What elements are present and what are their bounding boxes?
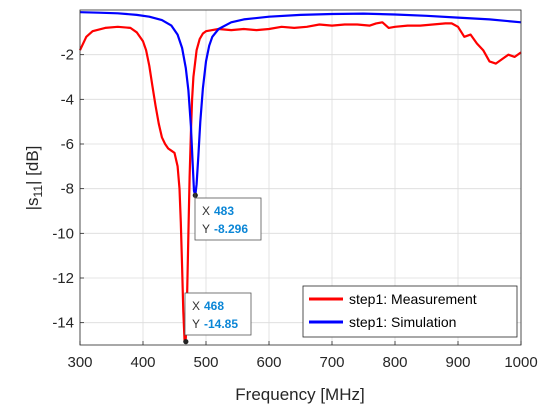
series-line-measurement	[79, 21, 522, 343]
datatip-measurement-y-value: -14.85	[204, 317, 238, 331]
datatip-simulation-box	[194, 197, 262, 241]
legend-box	[302, 285, 518, 338]
x-tick-label: 700	[319, 354, 344, 371]
datatip-marker	[183, 339, 189, 345]
y-tick-label: -6	[61, 136, 74, 153]
y-tick-label: -10	[52, 225, 74, 242]
datatip-measurement-y-key: Y	[192, 317, 200, 331]
y-axis-label-subscript: 11	[31, 185, 45, 198]
x-tick-label: 1000	[504, 354, 537, 371]
x-tick-label: 800	[382, 354, 407, 371]
y-axis-label-prefix: |s	[23, 197, 42, 210]
y-axis-label-suffix: | [dB]	[23, 146, 42, 185]
datatip-simulation-y-key: Y	[202, 222, 210, 236]
x-tick-label: 900	[445, 354, 470, 371]
datatip-measurement-box	[184, 292, 252, 336]
datatip-simulation-x-key: X	[202, 204, 210, 218]
y-tick-label: -4	[61, 91, 74, 108]
datatip-simulation-y-value: -8.296	[214, 222, 248, 236]
series-line-simulation	[79, 11, 522, 197]
datatip-measurement[interactable]: X 468 Y -14.85	[184, 292, 252, 336]
y-tick-label: -8	[61, 181, 74, 198]
y-tick-label: -14	[52, 315, 74, 332]
x-tick-label: 600	[256, 354, 281, 371]
datatip-simulation[interactable]: X 483 Y -8.296	[194, 193, 262, 241]
plot-frame	[79, 9, 522, 346]
datatip-simulation-x-value: 483	[214, 204, 234, 218]
x-tick-label: 500	[193, 354, 218, 371]
axis-ticks: 300 400 500 600 700 800 900 1000 -2 -4 -6 -8 -10 -12 -…	[52, 47, 537, 371]
x-tick-label: 300	[67, 354, 92, 371]
y-tick-label: -2	[61, 47, 74, 64]
datatip-measurement-x-value: 468	[204, 299, 224, 313]
legend-label-simulation: step1: Simulation	[349, 314, 456, 330]
series-lines	[79, 11, 522, 343]
y-tick-label: -12	[52, 270, 74, 287]
x-axis-label: Frequency [MHz]	[235, 385, 364, 404]
y-axis-label: |s11| [dB]	[23, 146, 45, 211]
x-tick-label: 400	[130, 354, 155, 371]
legend: step1: Measurement step1: Simulation	[302, 285, 518, 338]
datatip-measurement-x-key: X	[192, 299, 200, 313]
legend-label-measurement: step1: Measurement	[349, 291, 477, 307]
